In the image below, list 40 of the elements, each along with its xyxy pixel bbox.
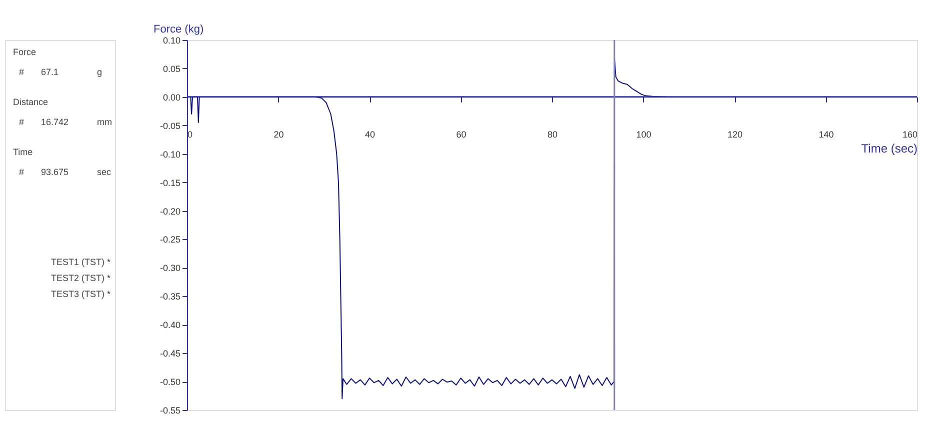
y-tick-label: 0.00 (162, 92, 180, 102)
x-tick-label: 120 (727, 129, 743, 140)
y-tick-label: -0.55 (160, 406, 180, 416)
x-tick-label: 60 (456, 129, 466, 140)
x-tick-label: 100 (636, 129, 652, 140)
text: # (19, 117, 24, 127)
y-tick-label: -0.20 (160, 206, 180, 216)
text: mm (97, 117, 112, 127)
text: # (19, 167, 24, 177)
x-tick-label: 0 (188, 129, 193, 140)
text: # (19, 67, 24, 77)
y-tick-label: -0.10 (160, 149, 180, 160)
text: TEST1 (TST) * (51, 257, 111, 267)
y-tick-label: -0.05 (160, 120, 180, 131)
y-tick-label: -0.45 (160, 348, 180, 359)
y-tick-label: -0.40 (160, 320, 180, 330)
text: g (97, 67, 102, 77)
text: 67.1 (41, 67, 59, 77)
y-tick-label: -0.15 (160, 178, 180, 188)
x-tick-label: 20 (274, 129, 284, 140)
text: 16.742 (41, 117, 69, 127)
text: Force (13, 47, 36, 57)
y-tick-label: -0.30 (160, 263, 180, 274)
y-tick-label: 0.10 (162, 36, 180, 46)
y-tick-label: 0.05 (162, 64, 180, 74)
text: sec (97, 167, 112, 177)
x-tick-label: 160 (902, 129, 918, 140)
x-tick-label: 40 (364, 129, 376, 140)
text: TEST3 (TST) * (51, 289, 111, 299)
y-tick-label: -0.50 (160, 377, 180, 388)
text: Distance (13, 97, 48, 107)
x-tick-label: 140 (818, 129, 834, 140)
y-axis-title: Force (kg) (154, 24, 204, 36)
y-tick-label: -0.35 (160, 292, 180, 302)
text: 93.675 (41, 167, 69, 177)
y-tick-label: -0.25 (160, 234, 180, 245)
x-tick-label: 80 (547, 129, 558, 140)
text: TEST2 (TST) * (51, 273, 111, 283)
text: Time (13, 147, 33, 157)
x-axis-title: Time (sec) (861, 141, 918, 156)
